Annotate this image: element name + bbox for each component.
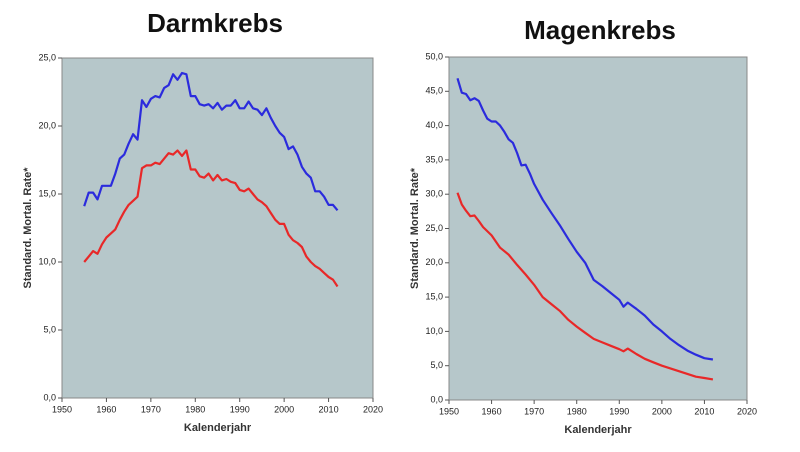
chart-title: Magenkrebs xyxy=(524,15,676,45)
y-tick-label: 45,0 xyxy=(425,86,443,96)
chart-title: Darmkrebs xyxy=(147,8,283,38)
y-tick-label: 15,0 xyxy=(38,188,56,198)
y-tick-label: 10,0 xyxy=(38,256,56,266)
x-tick-label: 1950 xyxy=(439,406,459,416)
x-tick-label: 1970 xyxy=(141,404,161,414)
y-tick-label: 20,0 xyxy=(425,257,443,267)
y-tick-label: 30,0 xyxy=(425,189,443,199)
y-tick-label: 0,0 xyxy=(43,392,56,402)
line xyxy=(83,149,339,288)
x-tick-label: 1990 xyxy=(230,404,250,414)
y-tick-label: 40,0 xyxy=(425,120,443,130)
y-tick-label: 5,0 xyxy=(43,324,56,334)
x-tick-label: 1980 xyxy=(567,406,587,416)
y-axis-label: Standard. Mortal. Rate* xyxy=(409,167,421,289)
x-tick-label: 2000 xyxy=(652,406,672,416)
y-tick-label: 10,0 xyxy=(425,326,443,336)
x-axis-label: Kalenderjahr xyxy=(564,424,632,436)
y-tick-label: 20,0 xyxy=(38,120,56,130)
line xyxy=(83,71,339,212)
x-tick-label: 1960 xyxy=(482,406,502,416)
plot-area xyxy=(448,56,748,401)
plot-area xyxy=(61,57,374,399)
x-tick-label: 2010 xyxy=(694,406,714,416)
x-tick-label: 2020 xyxy=(363,404,383,414)
x-tick-label: 1980 xyxy=(185,404,205,414)
y-axis-label: Standard. Mortal. Rate* xyxy=(22,167,34,289)
x-tick-label: 2020 xyxy=(737,406,757,416)
y-tick-label: 15,0 xyxy=(425,291,443,301)
y-tick-label: 25,0 xyxy=(425,223,443,233)
line xyxy=(456,77,714,361)
line xyxy=(456,192,714,381)
y-tick-label: 50,0 xyxy=(425,51,443,61)
x-tick-label: 2010 xyxy=(319,404,339,414)
y-tick-label: 35,0 xyxy=(425,154,443,164)
x-tick-label: 1960 xyxy=(96,404,116,414)
y-tick-label: 25,0 xyxy=(38,52,56,62)
x-tick-label: 1970 xyxy=(524,406,544,416)
y-tick-label: 5,0 xyxy=(430,360,443,370)
x-axis-label: Kalenderjahr xyxy=(184,422,252,434)
x-tick-label: 1990 xyxy=(609,406,629,416)
y-tick-label: 0,0 xyxy=(430,394,443,404)
x-tick-label: 1950 xyxy=(52,404,72,414)
x-tick-label: 2000 xyxy=(274,404,294,414)
